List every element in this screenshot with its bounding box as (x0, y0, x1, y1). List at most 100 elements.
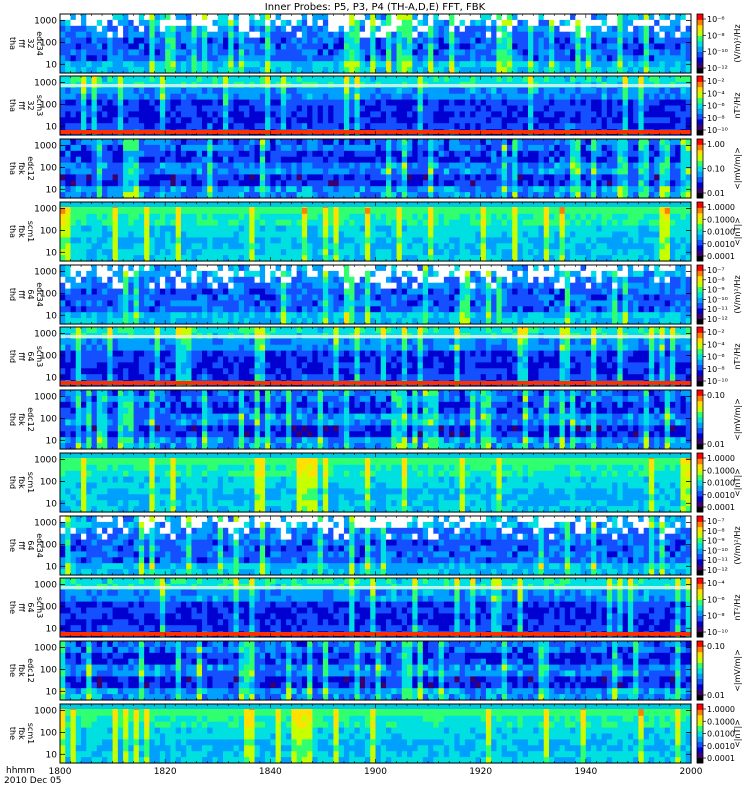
spectrogram-texture (60, 265, 692, 325)
panel-label-probe: the (8, 601, 17, 614)
panel-label-quantity: scm3 (35, 95, 44, 116)
chart-title: Inner Probes: P5, P3, P4 (TH-A,D,E) FFT,… (265, 2, 486, 13)
spectrogram-texture (60, 202, 692, 262)
panel-thd-scm1-7: 10 100 1000 thd fbk scm1 1.0000 0.1000 0.0100 0.0… (8, 452, 742, 513)
colorbar-tick-label: 0.10 (707, 391, 725, 400)
colorbar-tick-label: 10⁻¹⁰ (707, 546, 728, 555)
colorbar-tick-label: 10⁻⁹ (707, 537, 725, 546)
y-tick-label: 1000 (34, 519, 57, 529)
colorbar-unit-label: (V/m)²/Hz (733, 526, 742, 564)
panel-label-instrument: fff (17, 101, 26, 110)
colorbar: 0.10 0.01 <|mV/m|> (696, 389, 742, 450)
panel-label-instrument: fff (17, 541, 26, 550)
panel-label-probe: tha (8, 225, 17, 238)
colorbar: 0.10 0.01 <|mV/m|> (696, 640, 742, 701)
colorbar: 1.0000 0.1000 0.0100 0.0010 0.0001 <|nT|> (696, 201, 742, 262)
colorbar-unit-label: nT²/Hz (733, 343, 742, 369)
y-tick-label: 100 (40, 665, 57, 675)
x-tick-label: 1840 (259, 767, 282, 777)
colorbar-tick-label: 10⁻⁶ (707, 15, 725, 24)
panel-label-channel: edc12 (26, 156, 35, 181)
colorbar-tick-label: 0.0100 (707, 730, 735, 739)
colorbar-tick-label: 0.1000 (707, 466, 735, 475)
colorbar-tick-label: 0.1000 (707, 717, 735, 726)
colorbar-unit-label: (V/m)²/Hz (733, 24, 742, 62)
spectrogram-texture (60, 453, 692, 513)
panel-the-scm1-11: 10 100 1000 the fbk scm1 1.0000 0.1000 0.0100 0.0… (8, 703, 742, 764)
panel-label-instrument: fbk (17, 413, 26, 426)
colorbar: 10⁻² 10⁻⁴ 10⁻⁶ 10⁻⁸ 10⁻¹⁰ nT²/Hz (696, 326, 742, 387)
colorbar-unit-label: nT²/Hz (733, 594, 742, 620)
y-tick-label: 100 (40, 38, 57, 48)
y-tick-label: 10 (46, 562, 58, 572)
y-tick-label: 100 (40, 477, 57, 487)
time-axis: 1800 1820 1840 1900 1920 1940 2000 (49, 767, 703, 777)
colorbar-tick-label: 10⁻⁸ (707, 612, 725, 621)
panel-label-probe: thd (8, 288, 17, 301)
panel-label-probe: the (8, 727, 17, 740)
spectrogram-texture (60, 704, 692, 764)
colorbar-unit-label: <|mV/m|> (733, 147, 742, 190)
colorbar-tick-label: 10⁻⁴ (707, 340, 725, 349)
x-tick-label: 1940 (574, 767, 597, 777)
panel-label-channel: scm1 (26, 472, 35, 493)
colorbar-tick-label: 0.01 (707, 189, 725, 198)
panel-label-probe: thd (8, 476, 17, 489)
y-tick-label: 10 (46, 624, 58, 634)
colorbar-tick-label: 0.0001 (707, 754, 735, 763)
colorbar-tick-label: 10⁻¹¹ (707, 556, 728, 565)
colorbar-tick-label: 0.10 (707, 165, 725, 174)
colorbar-unit-label: <|nT|> (733, 719, 742, 748)
panel-label-instrument: fbk (17, 664, 26, 677)
panel-label-channel: 32 (26, 100, 35, 110)
panel-label-quantity: edc34 (35, 282, 44, 307)
x-tick-label: 1800 (49, 767, 72, 777)
y-tick-label: 1000 (34, 17, 57, 27)
spectrogram-texture (60, 516, 692, 576)
colorbar-tick-label: 10⁻⁸ (707, 365, 725, 374)
panel-label-probe: tha (8, 99, 17, 112)
panel-label-quantity: scm3 (35, 597, 44, 618)
colorbar-tick-label: 10⁻⁴ (707, 89, 725, 98)
panel-label-probe: the (8, 664, 17, 677)
panel-label-instrument: fbk (17, 476, 26, 489)
y-tick-label: 1000 (34, 581, 57, 591)
colorbar-tick-label: 0.10 (707, 642, 725, 651)
colorbar-tick-label: 10⁻⁷ (707, 266, 725, 275)
y-tick-label: 1000 (34, 79, 57, 89)
panel-label-channel: 64 (26, 540, 35, 550)
y-tick-label: 10 (46, 750, 58, 760)
colorbar-tick-label: 10⁻² (707, 77, 725, 86)
colorbar-tick-label: 1.0000 (707, 454, 735, 463)
colorbar-tick-label: 0.1000 (707, 215, 735, 224)
x-tick-label: 2000 (680, 767, 703, 777)
y-tick-label: 10 (46, 499, 58, 509)
colorbar-tick-label: 10⁻⁸ (707, 114, 725, 123)
panel-label-quantity: edc34 (35, 533, 44, 558)
panel-label-probe: tha (8, 162, 17, 175)
colorbar-tick-label: 0.0010 (707, 491, 735, 500)
colorbar-tick-label: 1.0000 (707, 203, 735, 212)
y-tick-label: 100 (40, 351, 57, 361)
colorbar: 1.00 0.10 0.01 <|mV/m|> (696, 138, 742, 199)
colorbar-tick-label: 1.00 (707, 140, 725, 149)
panel-label-channel: edc12 (26, 407, 35, 432)
panel-label-instrument: fff (17, 603, 26, 612)
colorbar-tick-label: 10⁻⁴ (707, 579, 725, 588)
panel-the-edc12-10: 10 100 1000 the fbk edc12 0.10 0.01 <|mV/m|> (8, 640, 742, 701)
colorbar: 10⁻⁴ 10⁻⁶ 10⁻⁸ 10⁻¹⁰ nT²/Hz (696, 577, 742, 638)
y-tick-label: 10 (46, 373, 58, 383)
colorbar-unit-label: (V/m)²/Hz (733, 275, 742, 313)
panel-label-instrument: fff (17, 352, 26, 361)
colorbar-tick-label: 1.0000 (707, 705, 735, 714)
panel-tha-edc34-0: 10 100 1000 tha fff 32 edc34 10⁻⁶ 10⁻⁸ 10⁻¹⁰ 10⁻¹²… (8, 13, 742, 74)
x-tick-label: 1920 (469, 767, 492, 777)
high-frequency-band (60, 335, 691, 338)
panel-label-instrument: fbk (17, 727, 26, 740)
colorbar-tick-label: 0.0001 (707, 503, 735, 512)
y-tick-label: 1000 (34, 268, 57, 278)
